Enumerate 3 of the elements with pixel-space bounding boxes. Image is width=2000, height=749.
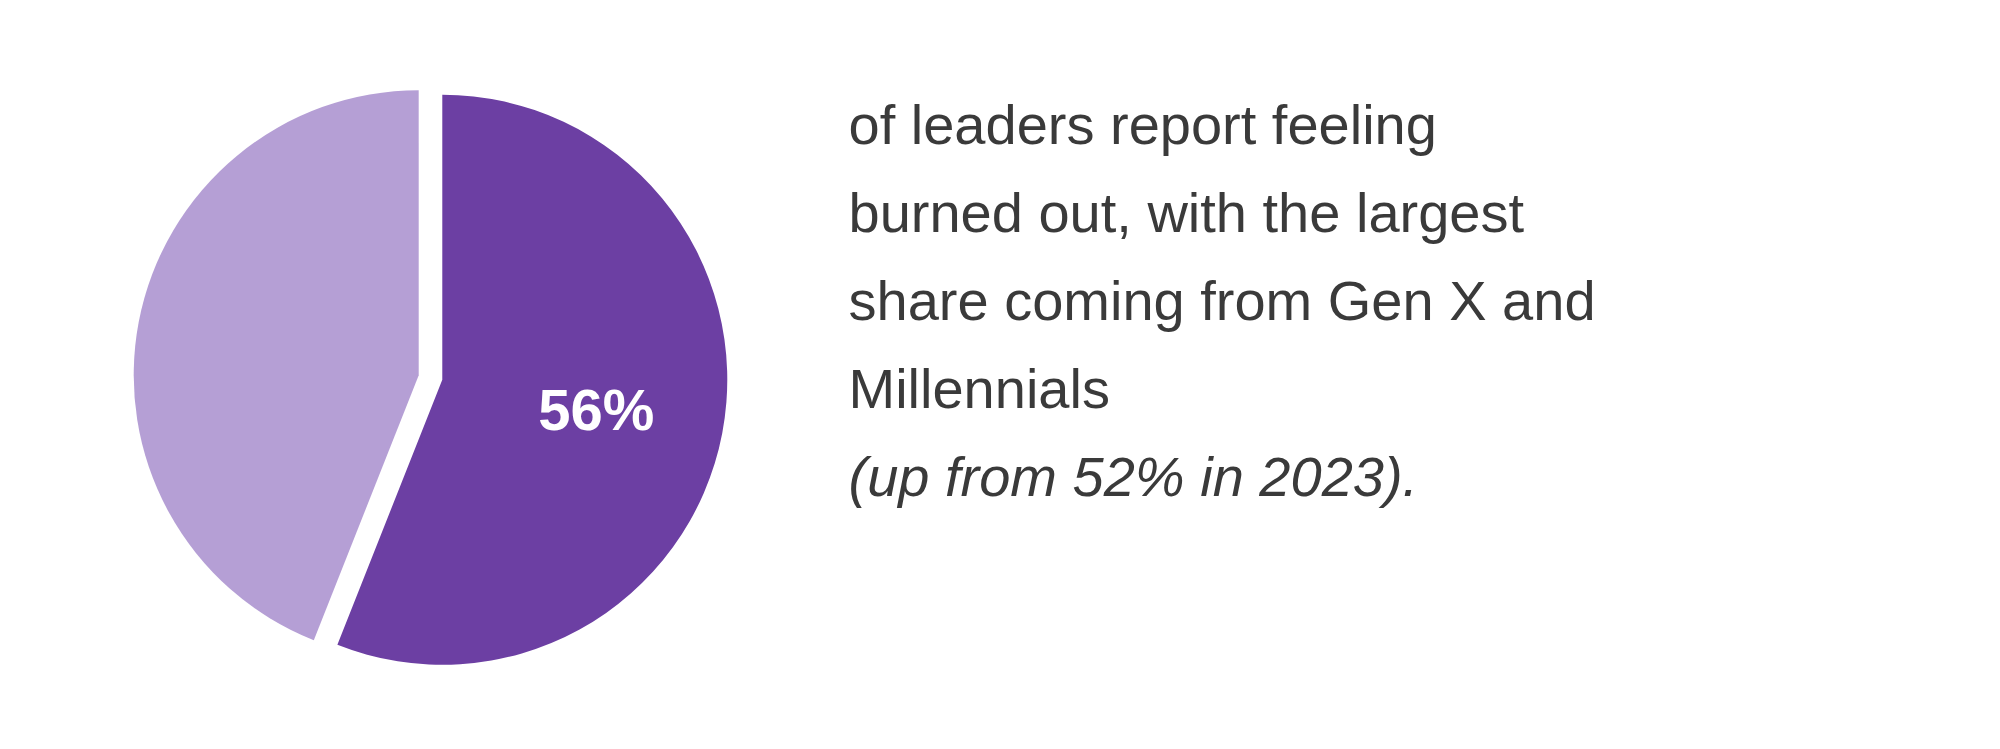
text: of leaders report feeling burned out, with the largest share coming from Gen X and Millennials [848,93,1596,420]
data-label: 56% [538,376,655,442]
text: (up from 52% in 2023). [848,445,1419,508]
